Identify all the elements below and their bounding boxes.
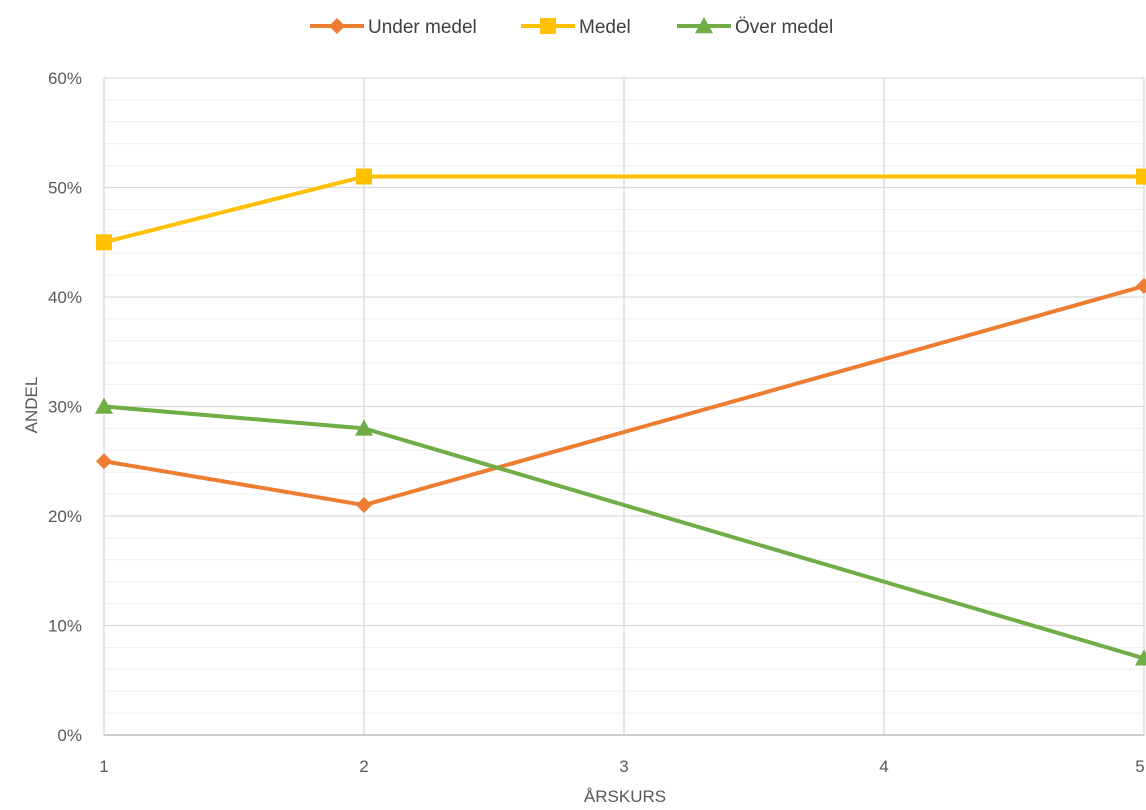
major-gridlines xyxy=(103,77,1145,735)
data-point-medel xyxy=(1136,168,1146,185)
x-tick-label: 3 xyxy=(619,757,628,776)
data-point-over-medel xyxy=(355,419,373,436)
data-point-under-medel xyxy=(96,453,112,470)
x-tick-label: 2 xyxy=(359,757,368,776)
x-tick-label: 4 xyxy=(879,757,888,776)
x-tick-label: 5 xyxy=(1135,757,1144,776)
y-tick-label: 40% xyxy=(48,288,82,307)
legend-label-medel: Medel xyxy=(579,17,631,38)
legend-marker-medel xyxy=(540,18,556,34)
y-tick-label: 60% xyxy=(48,69,82,88)
legend: Under medel Medel Över medel xyxy=(310,17,833,38)
legend-label-under-medel: Under medel xyxy=(368,17,477,38)
legend-marker-under-medel xyxy=(329,18,345,34)
y-tick-label: 50% xyxy=(48,179,82,198)
series-markers xyxy=(95,168,1146,666)
x-tick-label: 1 xyxy=(99,757,108,776)
data-point-medel xyxy=(356,168,372,185)
y-tick-label: 10% xyxy=(48,617,82,636)
legend-marker-over-medel xyxy=(695,17,713,34)
y-axis-title: ANDEL xyxy=(22,377,41,434)
y-tick-label: 20% xyxy=(48,507,82,526)
data-point-over-medel xyxy=(1135,649,1146,666)
x-axis-title: ÅRSKURS xyxy=(584,787,666,806)
y-tick-label: 30% xyxy=(48,398,82,417)
legend-label-over-medel: Över medel xyxy=(735,17,833,38)
tick-labels: 0% 10% 20% 30% 40% 50% 60% 1 2 3 4 5 xyxy=(48,69,1145,776)
data-point-under-medel xyxy=(356,497,372,514)
data-point-under-medel xyxy=(1136,278,1146,295)
y-tick-label: 0% xyxy=(57,726,82,745)
data-point-over-medel xyxy=(95,397,113,414)
data-point-medel xyxy=(96,234,112,251)
